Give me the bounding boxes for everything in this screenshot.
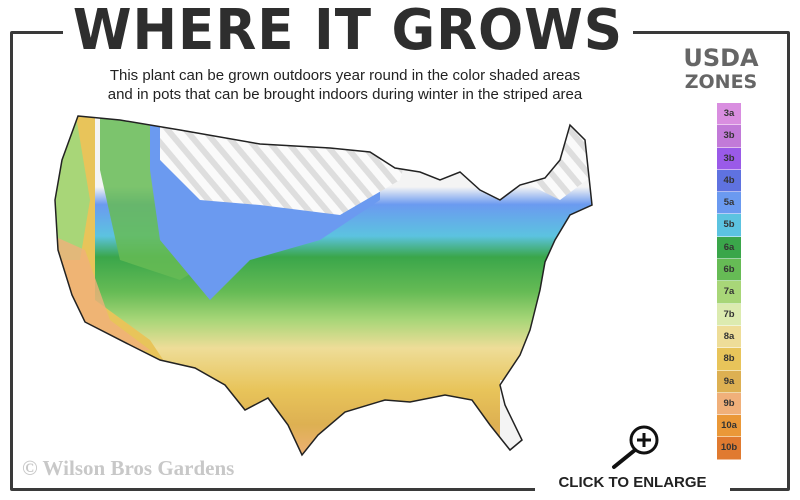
legend-zone-3a: 3a	[717, 103, 741, 126]
legend-zone-10a: 10a	[717, 415, 741, 438]
legend-zone-5b: 5b	[717, 214, 741, 237]
click-to-enlarge-button[interactable]: CLICK TO ENLARGE	[535, 470, 730, 500]
copyright-watermark: © Wilson Bros Gardens	[22, 456, 235, 480]
legend-zone-8a: 8a	[717, 325, 741, 349]
legend-title: USDA ZONES	[658, 45, 784, 99]
legend-zone-10b: 10b	[717, 437, 741, 460]
legend-zone-7b: 7b	[717, 303, 741, 326]
legend-zone-6a: 6a	[717, 236, 741, 260]
legend-title-line-1: USDA	[683, 44, 759, 72]
legend-zone-8b: 8b	[717, 348, 741, 371]
subtitle-line-2: and in pots that can be brought indoors …	[107, 86, 583, 103]
legend-zone-3b: 3b	[717, 147, 741, 170]
magnifier-plus-icon[interactable]	[608, 423, 664, 471]
zone-legend: 3a 3b 3b 4b 5a 5b 6a 6b 7a 7b 8a 8b 9a 9b 10a 10b	[717, 103, 741, 460]
legend-zone-6b: 6b	[717, 259, 741, 282]
page-title: WHERE IT GROWS	[63, 0, 633, 62]
legend-title-line-2: ZONES	[684, 71, 758, 93]
legend-zone-3b: 3b	[717, 125, 741, 148]
legend-zone-7a: 7a	[717, 281, 741, 304]
legend-zone-9b: 9b	[717, 392, 741, 416]
legend-zone-9a: 9a	[717, 370, 741, 393]
legend-zone-4b: 4b	[717, 169, 741, 193]
subtitle-line-1: This plant can be grown outdoors year ro…	[109, 67, 581, 84]
legend-zone-5a: 5a	[717, 192, 741, 215]
map-fill	[55, 116, 592, 455]
subtitle: This plant can be grown outdoors year ro…	[60, 66, 630, 104]
